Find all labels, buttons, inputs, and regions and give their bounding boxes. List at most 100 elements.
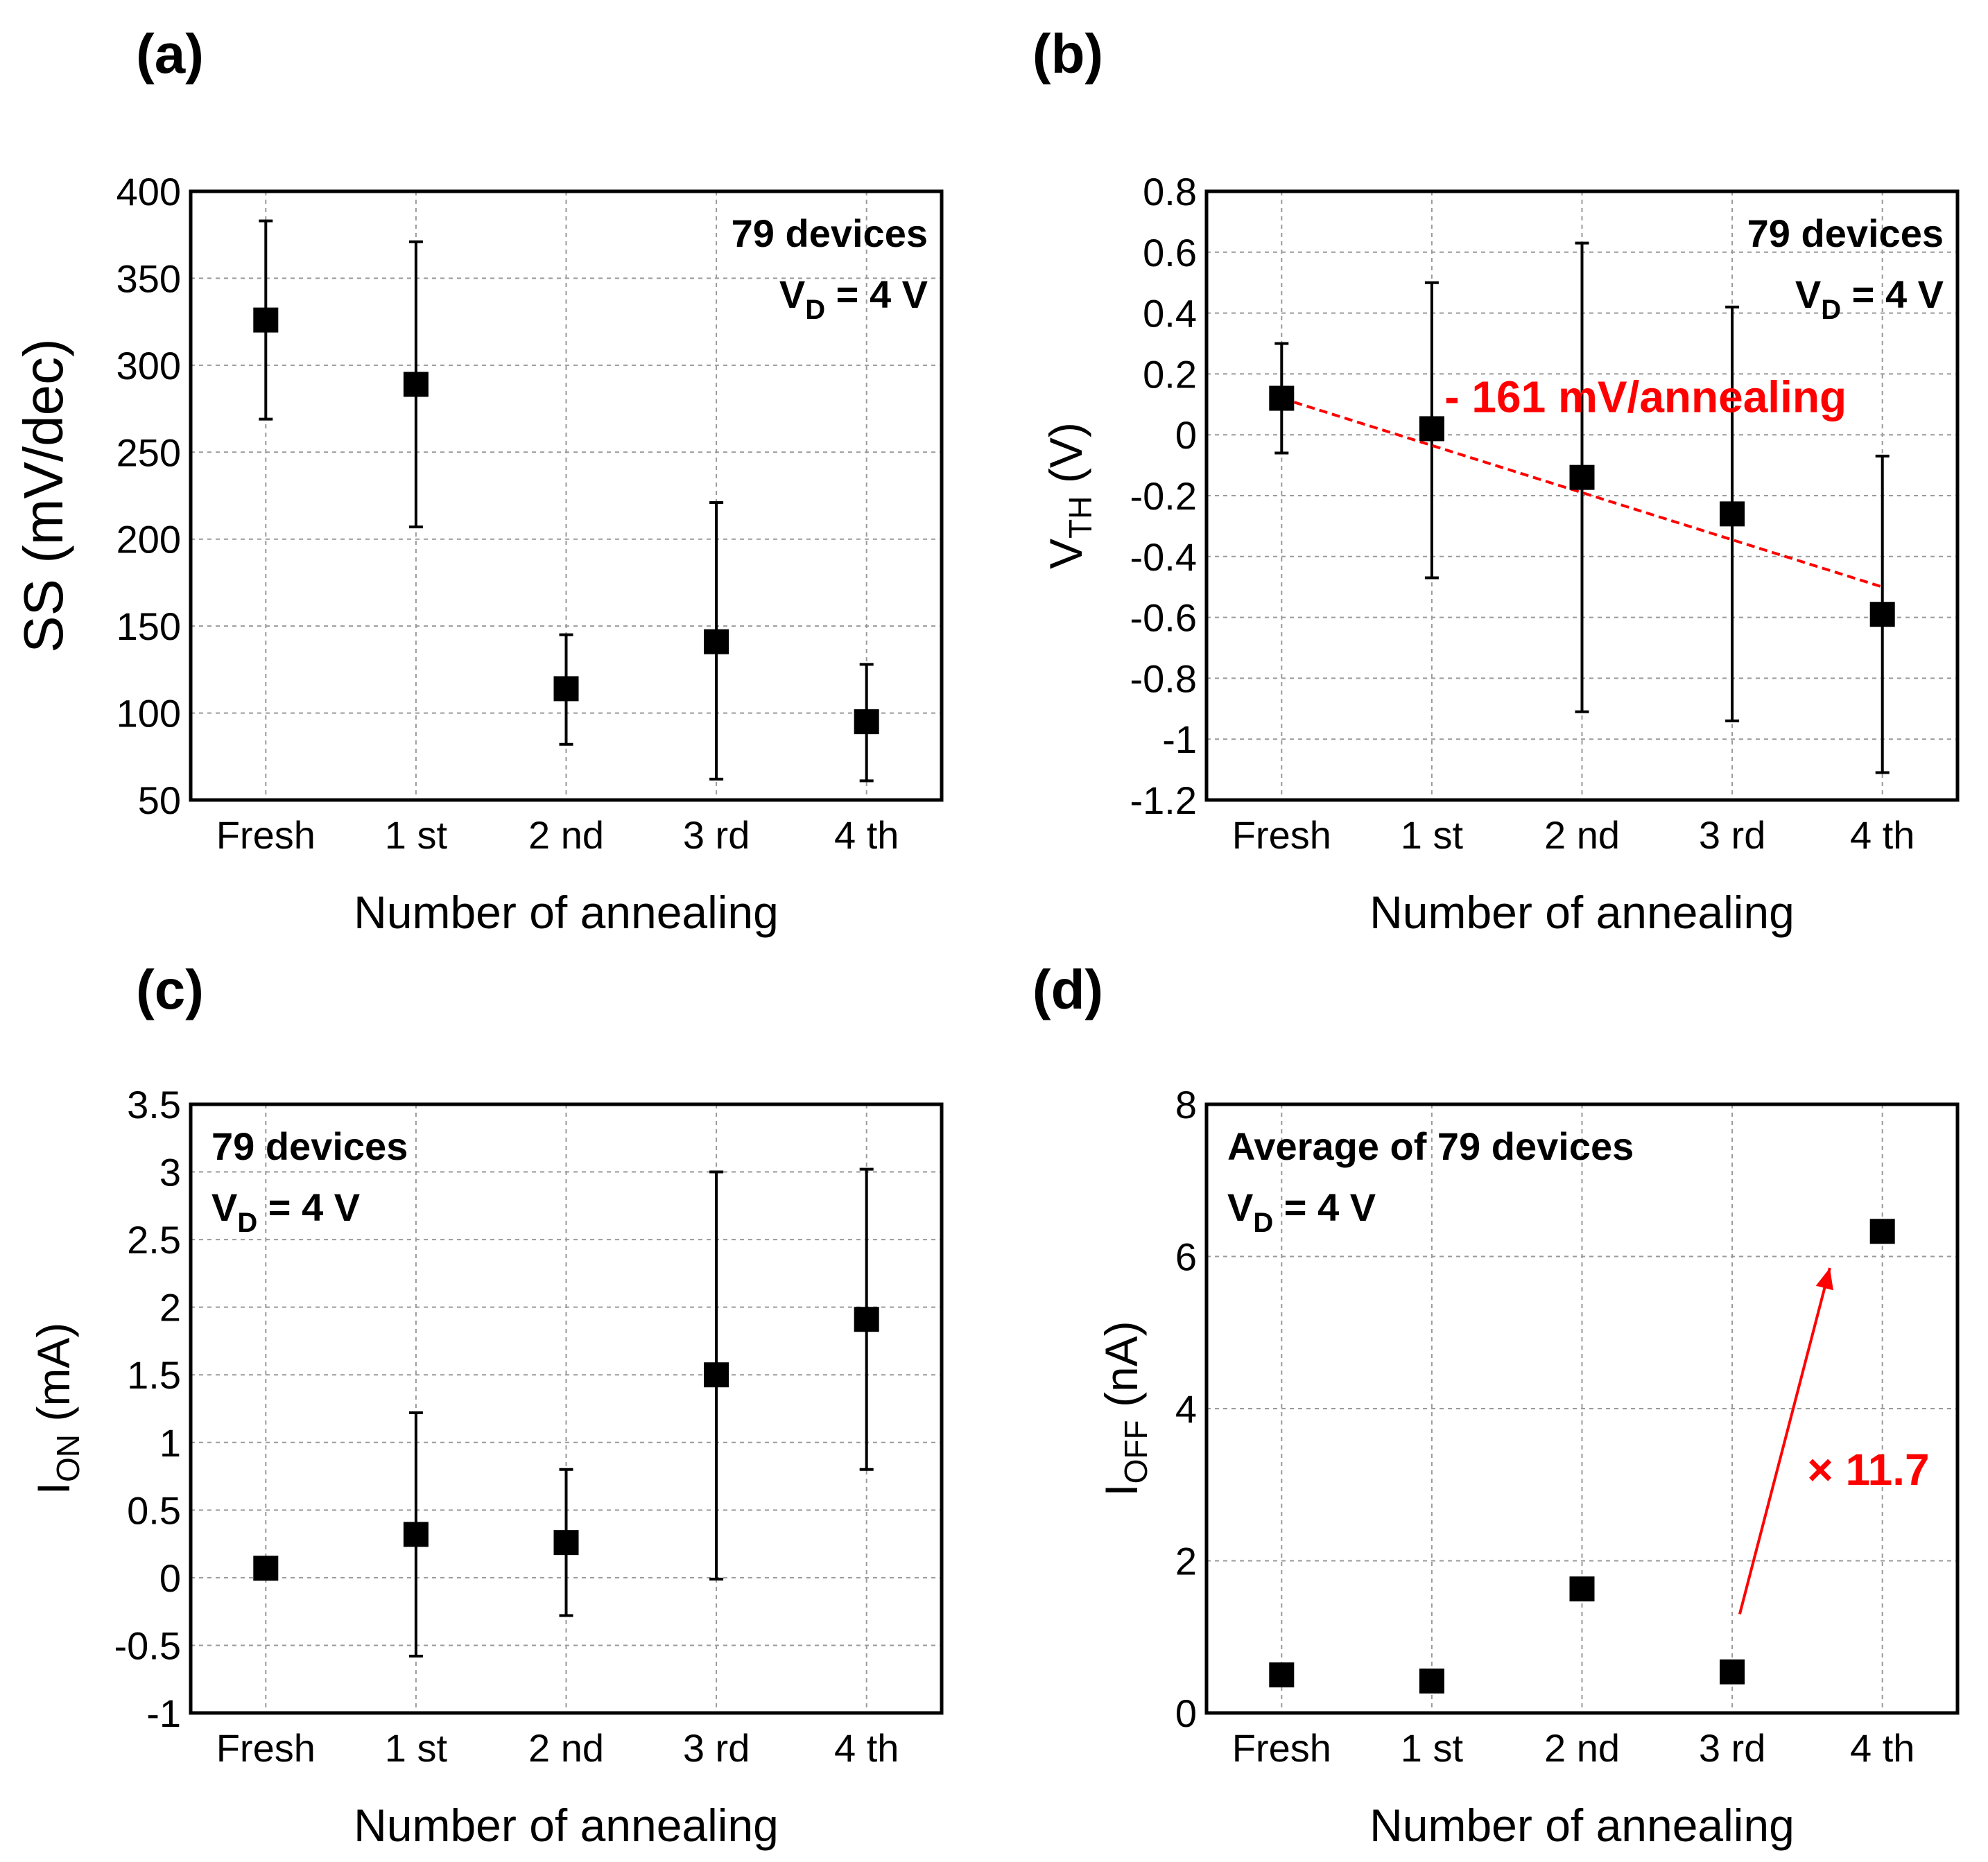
panel-c-annotation-line: VD = 4 V	[211, 1185, 360, 1238]
panel-d-data-point	[1419, 1668, 1444, 1694]
panel-a-xtick-label: Fresh	[216, 813, 316, 857]
panel-b-xlabel: Number of annealing	[1369, 887, 1795, 938]
panel-d-xlabel: Number of annealing	[1369, 1800, 1795, 1851]
panel-c-xtick-label: 1 st	[385, 1726, 448, 1770]
panel-a-annotation-line: VD = 4 V	[779, 272, 928, 325]
panel-a-xtick-label: 1 st	[385, 813, 448, 857]
panel-a-data-point	[253, 307, 279, 333]
panel-b-frame	[1204, 189, 1960, 802]
panel-c: (c) -1 -0.5 0 0.5 1 1.5 2 2.5 3 3.5 Fresh 1 st 2 nd 3 …	[28, 959, 944, 1851]
panel-c-xlabel: Number of annealing	[354, 1800, 779, 1851]
panel-d-xtick-label: 3 rd	[1699, 1726, 1766, 1770]
panel-c-data-point	[253, 1556, 279, 1581]
panel-b-ytick-label: -0.4	[1130, 535, 1198, 579]
panel-c-ytick-label: 3	[159, 1151, 181, 1194]
panel-c-xtick-label: Fresh	[216, 1726, 316, 1770]
panel-a: (a) 50 100 150 200 250 300 350 400 Fresh 1 st 2 nd 3…	[12, 23, 944, 938]
panel-c-label: (c)	[136, 959, 204, 1020]
panel-c-ytick-label: -0.5	[114, 1624, 182, 1667]
panel-b-xtick-label: 2 nd	[1544, 813, 1620, 857]
panel-b-ytick-label: 0	[1175, 413, 1197, 457]
panel-b-ytick-label: 0.6	[1143, 231, 1197, 275]
panel-b-trend-label: - 161 mV/annealing	[1444, 372, 1847, 422]
panel-b-ytick-label: 0.4	[1143, 292, 1197, 336]
panel-a-data-point	[403, 372, 429, 397]
panel-a-ytick-label: 400	[116, 170, 181, 214]
panel-a-xlabel: Number of annealing	[354, 887, 779, 938]
panel-a-ytick-label: 350	[116, 256, 181, 300]
panel-d-ytick-label: 4	[1175, 1387, 1197, 1431]
panel-a-annotation-line: 79 devices	[732, 211, 928, 255]
panel-b-xtick-label: 1 st	[1401, 813, 1464, 857]
panel-a-frame	[189, 189, 944, 802]
panel-a-ytick-label: 200	[116, 518, 181, 562]
panel-d-ytick-label: 8	[1175, 1083, 1197, 1126]
panel-b-data-point	[1869, 602, 1895, 627]
panel-c-frame	[189, 1102, 944, 1715]
panel-d-xtick-label: 2 nd	[1544, 1726, 1620, 1770]
panel-b-annotation-line: VD = 4 V	[1795, 272, 1944, 325]
panel-d-ratio-label: × 11.7	[1807, 1445, 1929, 1495]
panel-b-ytick-label: -0.8	[1130, 656, 1198, 700]
panel-d-ratio-arrow	[1738, 1267, 1833, 1615]
panel-d-data-point	[1569, 1576, 1595, 1602]
panel-c-ytick-label: 2.5	[127, 1218, 181, 1262]
panel-b-data-point	[1569, 464, 1595, 490]
panel-b-ytick-label: -1.2	[1130, 778, 1198, 822]
panel-d-xtick-label: 1 st	[1401, 1726, 1464, 1770]
panel-b-label: (b)	[1032, 23, 1103, 85]
panel-c-ytick-label: 0	[159, 1556, 181, 1600]
panel-d-annotation-line: VD = 4 V	[1227, 1185, 1376, 1238]
panel-c-ytick-label: 0.5	[127, 1488, 181, 1532]
panel-d-data-point	[1269, 1662, 1295, 1688]
panel-b-ytick-label: -1	[1162, 717, 1197, 761]
panel-b: (b) -1.2 -1 -0.8 -0.6 -0.4 -0.2 0 0.2 0.4 0.6 0.8 Fr…	[1032, 23, 1960, 938]
panel-a-ylabel: SS (mV/dec)	[12, 338, 74, 652]
panel-d-ylabel: IOFF (nA)	[1096, 1321, 1154, 1496]
panel-b-annotation-line: 79 devices	[1747, 211, 1944, 255]
panel-b-xtick-label: Fresh	[1232, 813, 1331, 857]
panel-a-ytick-label: 300	[116, 344, 181, 388]
panel-a-data-point	[553, 676, 579, 702]
panel-b-data-point	[1720, 501, 1745, 527]
panel-a-xtick-label: 3 rd	[683, 813, 750, 857]
panel-b-data-point	[1419, 416, 1444, 442]
panel-c-data-point	[403, 1522, 429, 1547]
panel-d-xtick-label: Fresh	[1232, 1726, 1331, 1770]
panel-d-label: (d)	[1032, 959, 1103, 1020]
panel-a-data-point	[704, 629, 729, 654]
panel-d-frame	[1204, 1102, 1960, 1715]
panel-c-xtick-label: 2 nd	[528, 1726, 604, 1770]
panel-c-ytick-label: 1.5	[127, 1353, 181, 1397]
panel-c-annotation-line: 79 devices	[211, 1124, 408, 1168]
panel-a-xtick-label: 2 nd	[528, 813, 604, 857]
panel-c-xtick-label: 3 rd	[683, 1726, 750, 1770]
panel-d-data-point	[1869, 1219, 1895, 1244]
panel-d-ytick-label: 6	[1175, 1235, 1197, 1279]
panel-a-ytick-label: 100	[116, 692, 181, 736]
panel-b-ytick-label: 0.8	[1143, 170, 1197, 214]
panel-c-ytick-label: -1	[146, 1691, 181, 1735]
panel-d-annotation-line: Average of 79 devices	[1227, 1124, 1634, 1168]
panel-c-data-point	[553, 1530, 579, 1556]
panel-c-ytick-label: 1	[159, 1421, 181, 1465]
panel-d-ytick-label: 0	[1175, 1691, 1197, 1735]
panel-d-ytick-label: 2	[1175, 1540, 1197, 1583]
panel-b-xtick-label: 3 rd	[1699, 813, 1766, 857]
panel-b-xtick-label: 4 th	[1850, 813, 1914, 857]
panel-d-xtick-label: 4 th	[1850, 1726, 1914, 1770]
panel-b-ytick-label: 0.2	[1143, 352, 1197, 396]
panel-c-ylabel: ION (mA)	[28, 1323, 86, 1495]
panel-a-data-point	[854, 709, 879, 735]
panel-a-label: (a)	[136, 23, 204, 85]
panel-c-xtick-label: 4 th	[834, 1726, 899, 1770]
panel-b-ytick-label: -0.2	[1130, 474, 1198, 518]
panel-c-data-point	[704, 1362, 729, 1388]
panel-a-ytick-label: 150	[116, 604, 181, 648]
panel-c-ytick-label: 3.5	[127, 1083, 181, 1126]
panel-b-data-point	[1269, 385, 1295, 411]
panel-b-ytick-label: -0.6	[1130, 596, 1198, 640]
panel-c-data-point	[854, 1307, 879, 1332]
panel-d: (d) 0 2 4 6 8 Fresh 1 st 2 nd 3 rd 4 th Number of a…	[1032, 959, 1960, 1851]
